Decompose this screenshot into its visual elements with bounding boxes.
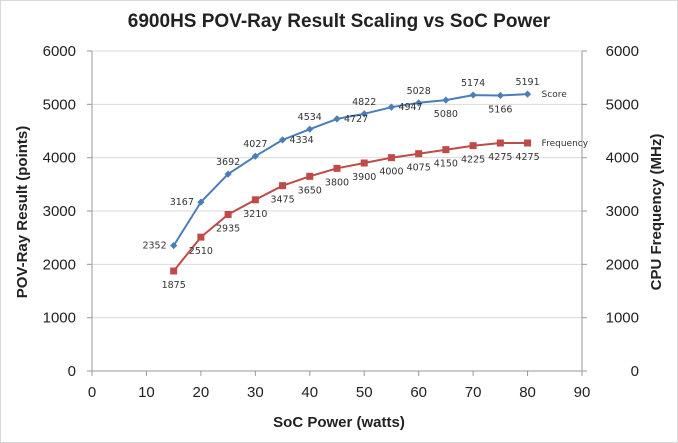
data-label-score-40: 4534 <box>298 112 322 123</box>
x-axis-title: SoC Power (watts) <box>273 414 405 431</box>
marker-frequency-75 <box>496 139 504 147</box>
x-tick-label-50: 50 <box>356 384 373 401</box>
x-tick-label-60: 60 <box>410 384 427 401</box>
marker-frequency-60 <box>415 150 423 158</box>
marker-score-20 <box>197 198 205 206</box>
x-tick-label-70: 70 <box>465 384 482 401</box>
data-label-frequency-35: 3475 <box>270 195 294 206</box>
y-tick-label-0: 0 <box>68 363 76 380</box>
marker-frequency-65 <box>442 146 450 154</box>
y2-tick-label-1000: 1000 <box>606 310 639 327</box>
x-tick-label-90: 90 <box>574 384 591 401</box>
marker-score-50 <box>360 110 368 118</box>
y2-tick-label-0: 0 <box>631 363 639 380</box>
data-label-score-60: 5028 <box>407 86 431 97</box>
marker-score-60 <box>415 99 423 107</box>
data-label-score-25: 3692 <box>216 157 240 168</box>
data-label-score-20: 3167 <box>170 197 194 208</box>
data-label-frequency-30: 3210 <box>243 209 267 220</box>
marker-score-15 <box>170 241 178 250</box>
data-label-score-80: 5191 <box>515 77 539 88</box>
y2-axis-title: CPU Frequency (MHz) <box>648 134 665 291</box>
y2-tick-label-3000: 3000 <box>606 203 639 220</box>
y-tick-label-3000: 3000 <box>43 203 76 220</box>
y2-tick-label-2000: 2000 <box>606 256 639 273</box>
marker-frequency-20 <box>197 233 205 241</box>
data-label-frequency-25: 2935 <box>216 223 240 234</box>
data-label-score-30: 4027 <box>243 139 267 150</box>
data-label-frequency-65: 4150 <box>434 159 458 170</box>
legend-score: Score <box>542 90 568 100</box>
marker-frequency-50 <box>360 159 368 167</box>
data-label-frequency-60: 4075 <box>407 163 431 174</box>
marker-score-75 <box>496 91 504 100</box>
marker-frequency-80 <box>524 139 532 147</box>
data-label-score-15: 2352 <box>142 241 166 252</box>
data-label-frequency-45: 3800 <box>325 177 349 188</box>
data-label-score-75: 5166 <box>488 104 512 115</box>
marker-score-55 <box>387 103 396 111</box>
y-tick-label-6000: 6000 <box>43 43 76 60</box>
data-label-frequency-20: 2510 <box>189 246 213 257</box>
marker-frequency-55 <box>387 154 395 162</box>
data-label-score-35: 4334 <box>290 135 314 146</box>
marker-score-80 <box>523 90 532 98</box>
marker-frequency-70 <box>469 142 477 150</box>
x-tick-label-10: 10 <box>138 384 155 401</box>
data-label-frequency-50: 3900 <box>352 172 376 183</box>
data-label-frequency-70: 4225 <box>461 155 485 166</box>
chart-title: 6900HS POV-Ray Result Scaling vs SoC Pow… <box>128 11 551 32</box>
marker-score-40 <box>306 125 314 133</box>
series-line-score <box>172 93 528 247</box>
legend-frequency: Frequency <box>542 139 589 149</box>
marker-frequency-15 <box>170 267 178 275</box>
y-tick-label-4000: 4000 <box>43 150 76 167</box>
data-label-frequency-80: 4275 <box>515 152 539 163</box>
data-label-frequency-55: 4000 <box>379 167 403 178</box>
y-tick-label-1000: 1000 <box>43 310 76 327</box>
x-tick-label-30: 30 <box>247 384 264 401</box>
y2-tick-label-6000: 6000 <box>606 43 639 60</box>
data-label-score-70: 5174 <box>461 78 485 89</box>
y2-tick-label-4000: 4000 <box>606 150 639 167</box>
x-tick-label-20: 20 <box>193 384 210 401</box>
marker-frequency-35 <box>279 182 287 190</box>
data-label-frequency-40: 3650 <box>298 185 322 196</box>
data-label-score-50: 4822 <box>352 97 376 108</box>
x-tick-label-0: 0 <box>88 384 96 401</box>
marker-score-45 <box>333 115 341 123</box>
marker-score-70 <box>469 91 477 99</box>
x-tick-label-40: 40 <box>301 384 318 401</box>
marker-frequency-25 <box>224 210 232 218</box>
series-lines <box>172 93 528 272</box>
x-tick-label-80: 80 <box>519 384 536 401</box>
data-label-frequency-75: 4275 <box>488 152 512 163</box>
marker-score-25 <box>224 170 232 178</box>
gridlines <box>92 50 582 319</box>
y2-tick-label-5000: 5000 <box>606 96 639 113</box>
marker-score-30 <box>251 152 259 160</box>
series-markers <box>170 90 532 275</box>
y-tick-label-5000: 5000 <box>43 96 76 113</box>
data-label-score-55: 4947 <box>398 102 422 113</box>
legend: Score Frequency <box>542 90 589 149</box>
data-label-frequency-15: 1875 <box>162 280 186 291</box>
marker-score-65 <box>442 96 450 104</box>
series-line-frequency <box>172 142 528 272</box>
axes: 0 10 20 30 40 50 60 70 80 90 0 1000 2000 3000 4000 5000… <box>43 43 639 401</box>
y-axis-title: POV-Ray Result (points) <box>14 126 31 299</box>
data-label-score-45: 4727 <box>344 114 368 125</box>
y-tick-label-2000: 2000 <box>43 256 76 273</box>
marker-score-35 <box>278 136 287 144</box>
data-label-score-65: 5080 <box>434 109 458 120</box>
marker-frequency-40 <box>306 172 314 180</box>
marker-frequency-45 <box>333 164 341 172</box>
marker-frequency-30 <box>251 196 259 204</box>
